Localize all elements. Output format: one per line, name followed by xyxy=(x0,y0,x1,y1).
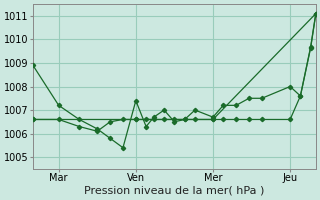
X-axis label: Pression niveau de la mer( hPa ): Pression niveau de la mer( hPa ) xyxy=(84,186,265,196)
